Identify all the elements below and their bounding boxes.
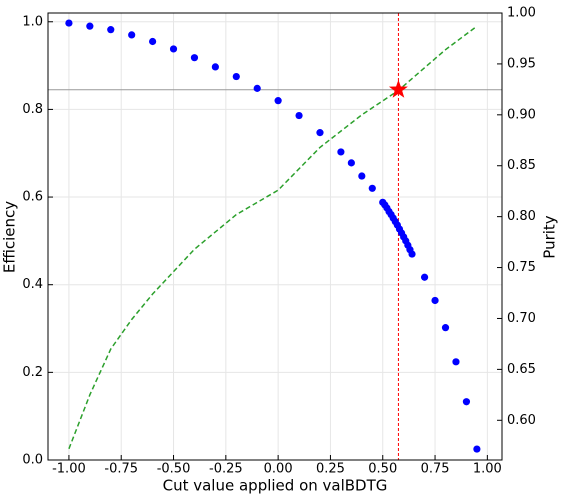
data-point [253,84,261,92]
x-tick-label: 1.00 [473,462,502,477]
y2-tick-label: 0.65 [507,362,536,377]
data-point [441,324,450,332]
y-tick-label: 0.2 [22,365,43,380]
y2-tick-label: 0.60 [507,413,536,428]
y-tick-label: 0.4 [22,277,43,292]
data-point [149,37,157,46]
data-point [337,148,345,156]
cut-marker [388,79,408,98]
y2-tick-label: 0.80 [507,209,536,224]
data-point [232,72,240,81]
data-point [65,19,73,27]
data-point [368,184,376,192]
data-point [420,273,429,281]
x-tick-label: -0.25 [209,462,243,477]
x-tick-label: -0.75 [104,462,138,477]
data-point [408,250,416,258]
x-tick-label: 0.00 [264,462,293,477]
data-point [274,97,282,105]
x-tick-label: 0.75 [421,462,450,477]
y2-tick-label: 0.75 [507,260,536,275]
data-point [86,22,94,30]
data-point [295,111,303,120]
y-tick-label: 1.0 [22,14,43,29]
y-tick-label: 0.0 [22,453,43,468]
y-tick-label: 0.6 [22,190,43,205]
x-tick-label: 0.50 [368,462,397,477]
y2-tick-label: 0.90 [507,107,536,122]
data-point [473,445,481,453]
data-point [452,358,460,366]
data-point [358,172,366,180]
x-tick-label: 0.25 [316,462,345,477]
data-point [190,54,199,62]
y2-tick-label: 0.95 [507,56,536,71]
y2-axis-label: Purity [541,215,559,259]
y2-tick-label: 1.00 [507,6,536,21]
data-point [431,296,439,305]
y-axis-label: Efficiency [1,201,19,273]
data-point [128,31,136,39]
data-point [211,63,219,71]
data-point [316,129,324,137]
y2-tick-label: 0.70 [507,311,536,326]
data-point [169,45,178,53]
x-tick-label: -0.50 [157,462,191,477]
data-point [462,398,471,406]
y-tick-label: 0.8 [22,102,43,117]
y2-tick-label: 0.85 [507,158,536,173]
plot-frame [47,12,503,461]
x-tick-label: -1.00 [52,462,86,477]
data-point [347,159,355,167]
x-axis-label: Cut value applied on valBDTG [163,477,388,495]
data-point [107,26,115,34]
